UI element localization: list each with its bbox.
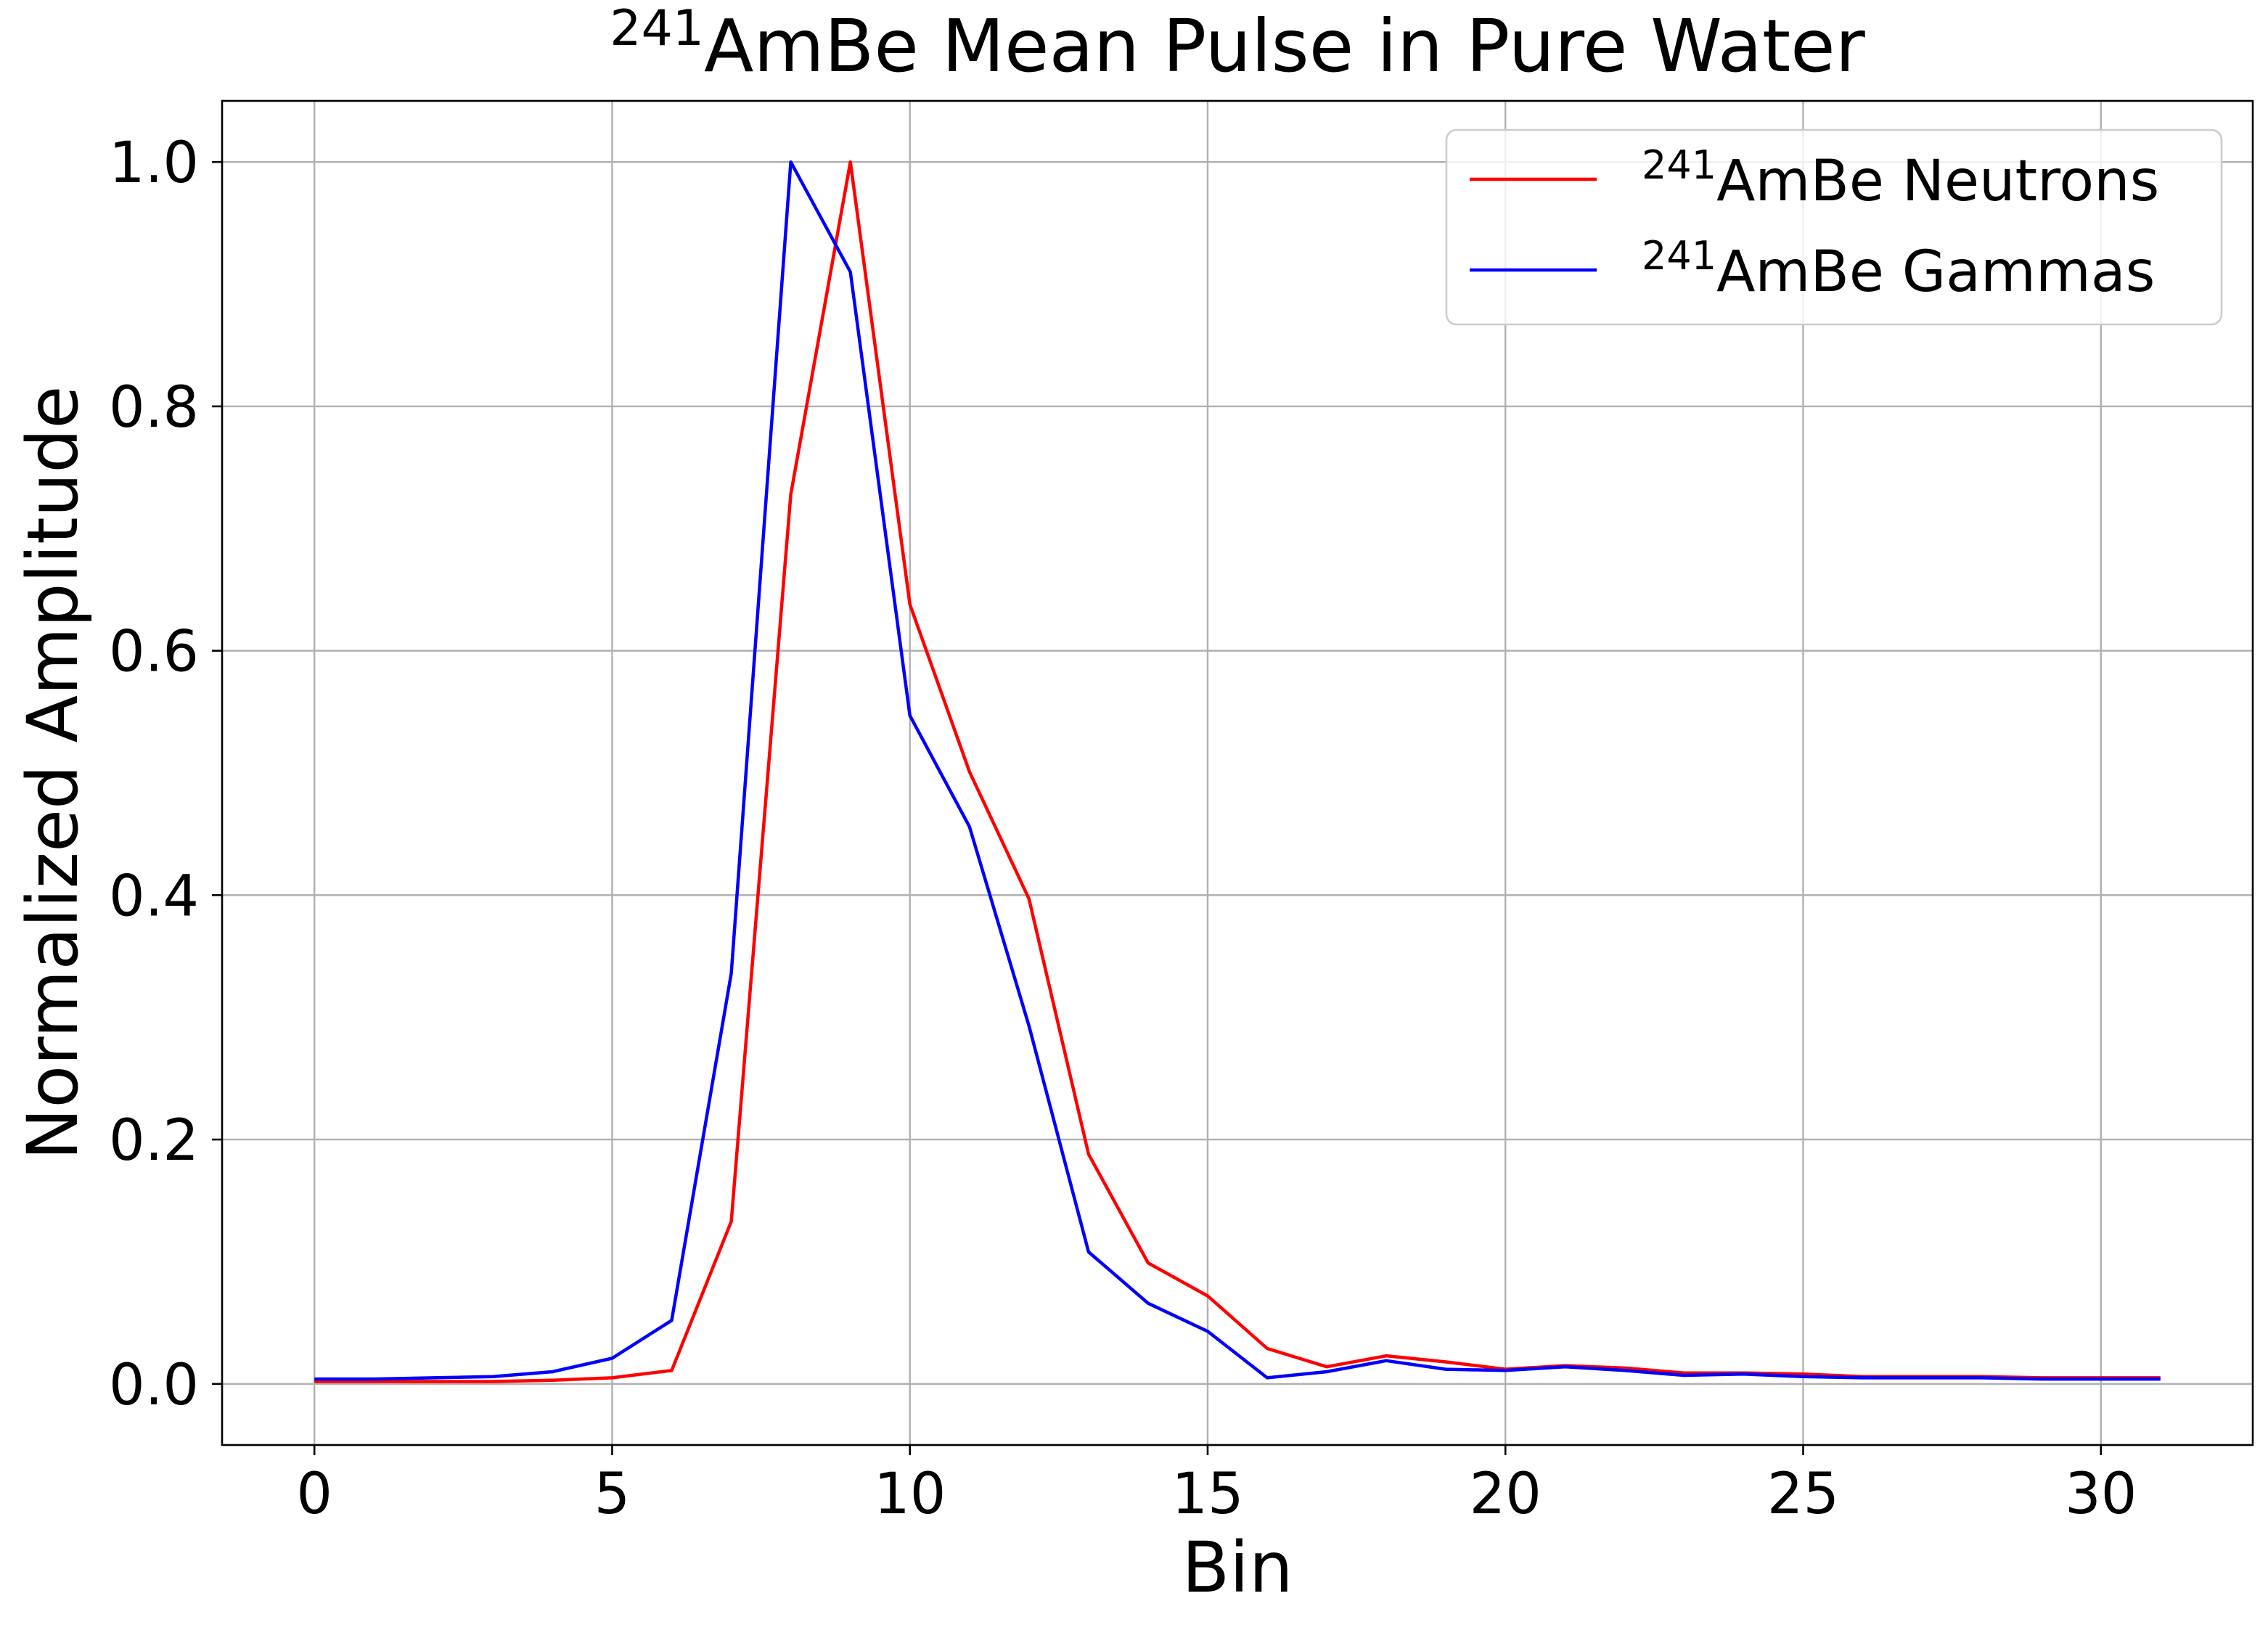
x-tick-label: 0 (296, 1462, 332, 1527)
legend-label-neutrons-superscript: 241 (1642, 142, 1716, 188)
y-tick-label: 1.0 (109, 131, 199, 196)
y-tick-label: 0.0 (109, 1353, 199, 1418)
x-axis-label: Bin (1182, 1527, 1293, 1608)
series-lines (314, 160, 2161, 1383)
x-tick-label: 25 (1767, 1462, 1839, 1527)
legend-label-gammas-text: AmBe Gammas (1716, 240, 2155, 305)
x-tick-label: 5 (594, 1462, 631, 1527)
gridlines (222, 101, 2253, 1445)
plot-frame (221, 99, 2254, 1446)
chart-title-superscript: 241 (610, 0, 704, 57)
y-tick-label: 0.6 (109, 620, 199, 685)
legend-label-neutrons: 241AmBe Neutrons (1642, 142, 2159, 214)
legend-box (1445, 128, 2223, 326)
legend-label-gammas: 241AmBe Gammas (1642, 233, 2155, 305)
y-tick-label: 0.2 (109, 1108, 199, 1174)
x-tick-label: 15 (1171, 1462, 1243, 1527)
x-tick-label: 30 (2065, 1462, 2137, 1527)
x-tick-label: 10 (874, 1462, 946, 1527)
legend-label-gammas-superscript: 241 (1642, 233, 1716, 279)
legend-label-neutrons-text: AmBe Neutrons (1716, 149, 2159, 214)
y-tick-label: 0.4 (109, 864, 199, 929)
series-line-gammas (314, 160, 2161, 1381)
x-tick-label: 20 (1470, 1462, 1542, 1527)
axis-ticks: 0 5 10 15 20 25 30 0.0 0.2 0.4 0.6 0.8 1.0 (109, 131, 2137, 1527)
chart-title-text: AmBe Mean Pulse in Pure Water (704, 4, 1866, 89)
y-tick-label: 0.8 (109, 375, 199, 441)
y-axis-label: Normalized Amplitude (12, 386, 94, 1161)
chart-title: 241AmBe Mean Pulse in Pure Water (610, 0, 1865, 89)
legend: 241AmBe Neutrons 241AmBe Gammas (1445, 128, 2223, 326)
